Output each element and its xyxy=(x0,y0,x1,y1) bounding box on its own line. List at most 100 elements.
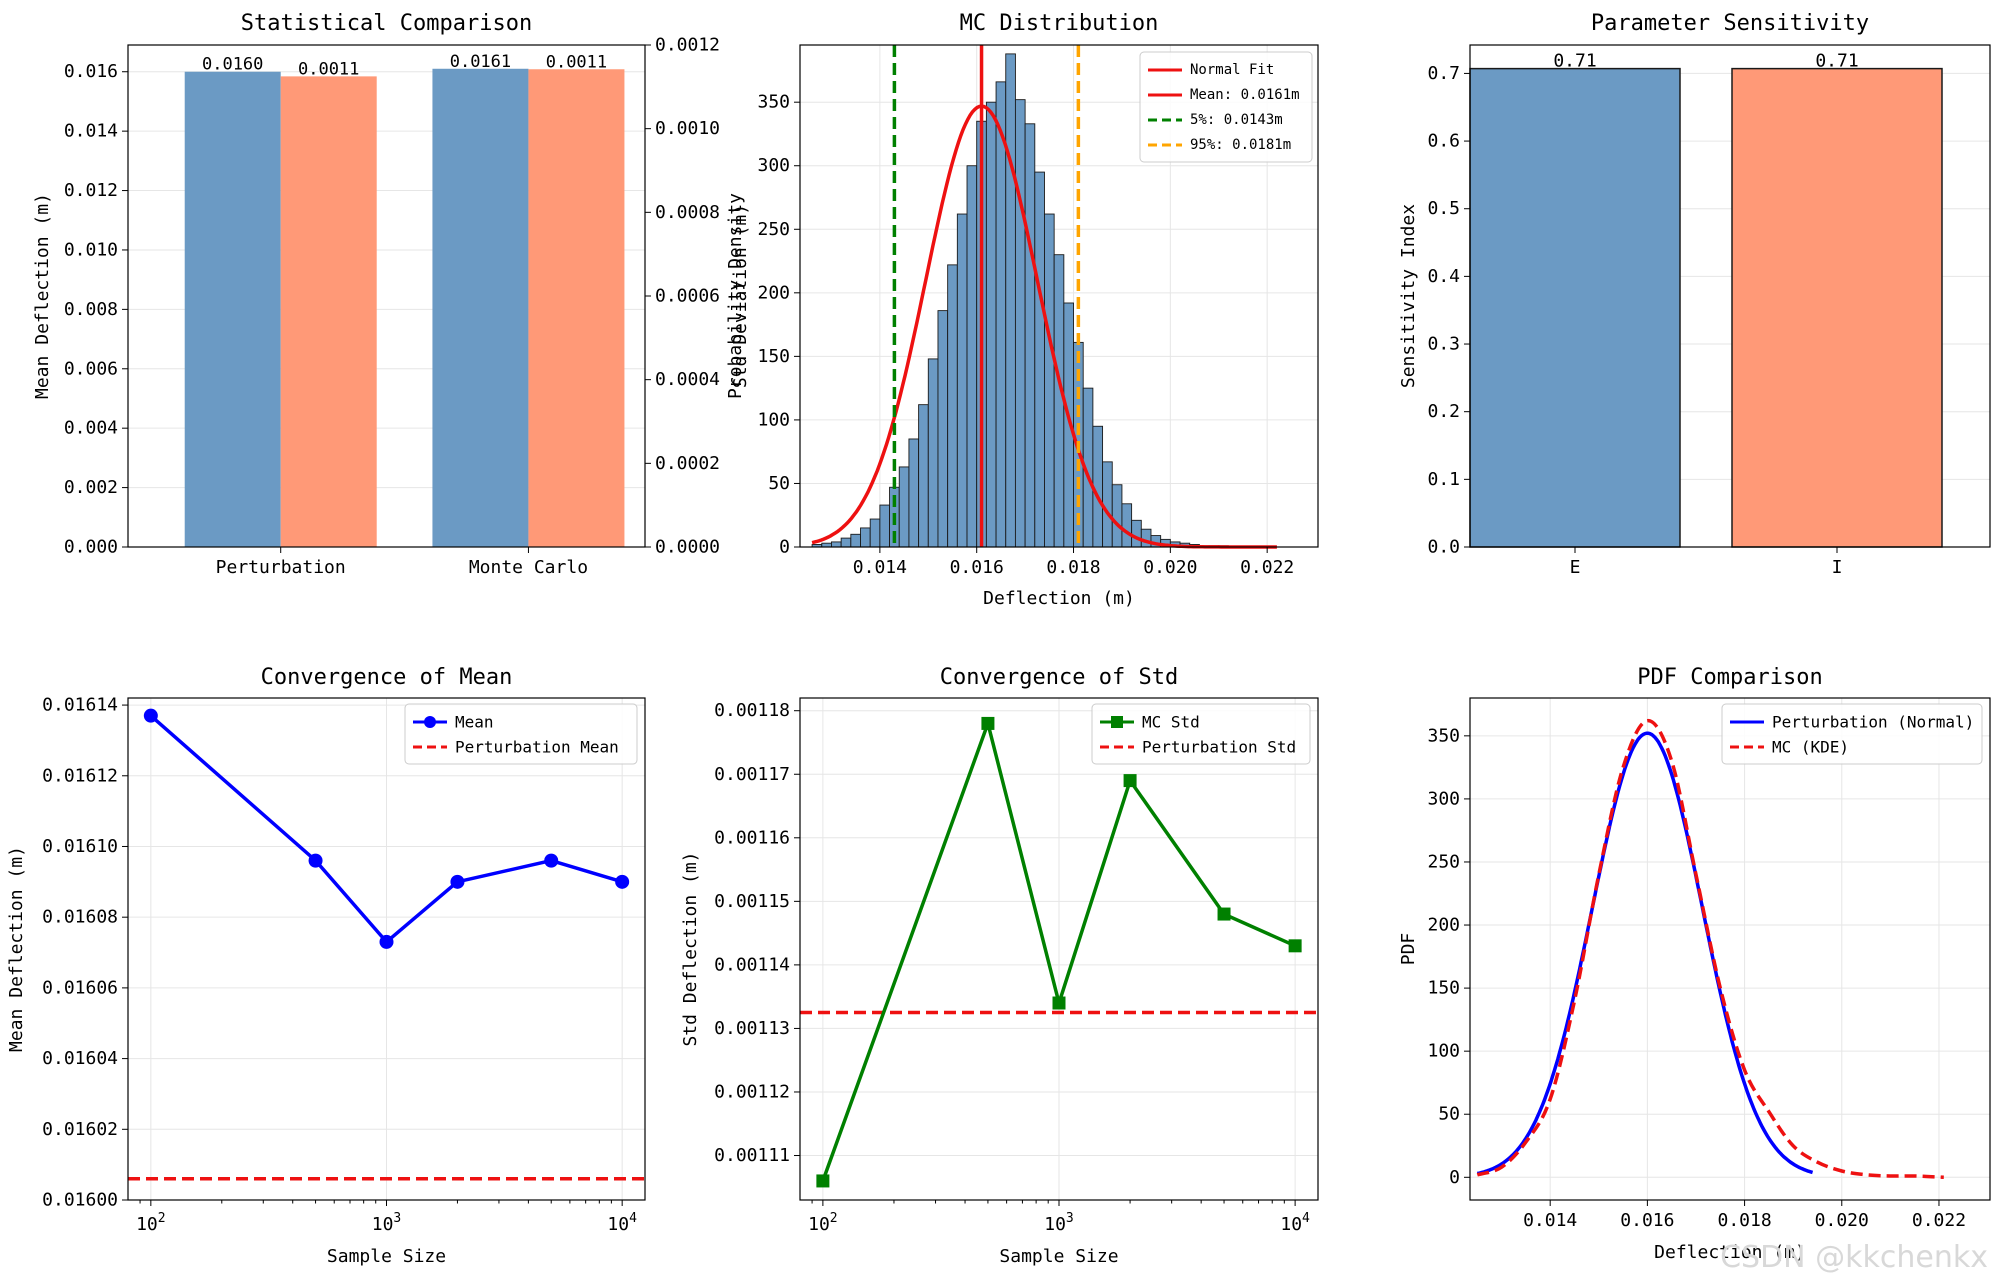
pdf-comparison-ytick-label: 100 xyxy=(1427,1041,1460,1062)
mc-distribution-hist-bar xyxy=(879,504,891,548)
stat-comparison-xtick-label: Perturbation xyxy=(216,557,346,578)
conv-std-legend-marker xyxy=(1111,716,1123,728)
conv-std-point xyxy=(1123,774,1137,788)
pdf-comparison-kde-line xyxy=(1476,718,1944,1180)
conv-mean-legend-label: Perturbation Mean xyxy=(455,738,619,757)
mc-distribution-ytick-label: 300 xyxy=(757,155,790,176)
param-sensitivity-ytick-label: 0.4 xyxy=(1427,266,1460,287)
pdf-comparison-ylabel: PDF xyxy=(1398,933,1419,966)
conv-std-legend-label: Perturbation Std xyxy=(1142,738,1296,757)
stat-comparison-xtick-label: Monte Carlo xyxy=(469,557,588,578)
mc-distribution-frame xyxy=(799,44,1319,548)
mc-distribution-hist-bar xyxy=(1014,99,1026,548)
mc-distribution-legend-label: 5%: 0.0143m xyxy=(1190,112,1283,128)
conv-std-point xyxy=(981,716,995,730)
mc-distribution-xtick-label: 0.022 xyxy=(1240,557,1294,578)
mc-distribution-xlabel: Deflection (m) xyxy=(983,588,1135,609)
mc-distribution-hist-bar xyxy=(985,101,997,548)
pdf-comparison-title: PDF Comparison xyxy=(1637,665,1822,690)
stat-comparison-ytick-label: 0.006 xyxy=(64,358,118,379)
mc-distribution-ytick-label: 0 xyxy=(779,537,790,558)
param-sensitivity-ytick-label: 0.6 xyxy=(1427,131,1460,152)
conv-mean-ytick-label: 0.01606 xyxy=(42,977,118,998)
mc-distribution-hist-bar xyxy=(927,358,939,548)
conv-std-xtick-label: 104 xyxy=(1280,1211,1310,1235)
stat-comparison-ytick2-label: 0.0012 xyxy=(655,35,720,56)
conv-mean-legend xyxy=(404,703,638,765)
conv-std-legend xyxy=(1091,703,1311,765)
pdf-comparison-ytick-label: 300 xyxy=(1427,788,1460,809)
conv-mean-point xyxy=(615,874,630,889)
conv-std-title: Convergence of Std xyxy=(940,665,1178,690)
mc-distribution-ytick-label: 150 xyxy=(757,346,790,367)
mc-distribution-legend-label: 95%: 0.0181m xyxy=(1190,137,1291,153)
param-sensitivity-xtick-label: E xyxy=(1570,557,1581,578)
stat-comparison-bar-mean xyxy=(184,71,281,547)
param-sensitivity-ytick-label: 0.3 xyxy=(1427,334,1460,355)
stat-comparison-ytick2-label: 0.0006 xyxy=(655,286,720,307)
conv-mean-ytick-label: 0.01612 xyxy=(42,765,118,786)
conv-mean-ytick-label: 0.01614 xyxy=(42,695,118,716)
conv-mean-point xyxy=(308,853,323,868)
conv-mean-point xyxy=(143,708,158,723)
mc-distribution-title: MC Distribution xyxy=(960,11,1159,36)
conv-std-ytick-label: 0.00114 xyxy=(714,954,790,975)
stat-comparison-ytick2-label: 0.0008 xyxy=(655,202,720,223)
conv-mean-xlabel: Sample Size xyxy=(327,1246,446,1267)
mc-distribution-ytick-label: 100 xyxy=(757,409,790,430)
conv-mean-ytick-label: 0.01600 xyxy=(42,1190,118,1211)
mc-distribution-hist-bar xyxy=(908,438,920,548)
conv-mean-ytick-label: 0.01608 xyxy=(42,907,118,928)
mc-distribution-hist-bar xyxy=(860,527,871,548)
stat-comparison-ytick-label: 0.012 xyxy=(64,180,118,201)
mc-distribution-hist-bar xyxy=(1121,503,1133,548)
mc-distribution-xtick-label: 0.020 xyxy=(1143,557,1197,578)
mc-distribution-hist-bar xyxy=(918,404,929,548)
param-sensitivity-bar-label: 0.71 xyxy=(1815,51,1858,72)
param-sensitivity-ytick-label: 0.5 xyxy=(1427,198,1460,219)
pdf-comparison-xtick-label: 0.016 xyxy=(1620,1210,1674,1231)
conv-mean-legend-label: Mean xyxy=(455,713,494,732)
mc-distribution-hist-bar xyxy=(1102,461,1113,548)
conv-std-series-line xyxy=(821,717,1296,1182)
stat-comparison-ytick2-label: 0.0000 xyxy=(655,537,720,558)
pdf-comparison-legend-label: MC (KDE) xyxy=(1772,738,1849,757)
stat-comparison-bar-std xyxy=(280,76,377,547)
pdf-comparison-xtick-label: 0.014 xyxy=(1523,1210,1577,1231)
conv-mean-ylabel: Mean Deflection (m) xyxy=(6,846,27,1052)
pdf-comparison-xtick-label: 0.022 xyxy=(1912,1210,1966,1231)
pdf-comparison-ytick-label: 150 xyxy=(1427,978,1460,999)
pdf-comparison-ytick-label: 350 xyxy=(1427,725,1460,746)
mc-distribution-hist-bar xyxy=(956,213,968,548)
conv-mean-xtick-label: 103 xyxy=(372,1211,402,1235)
mc-distribution-ytick-label: 350 xyxy=(757,92,790,113)
mc-distribution-ylabel: Probability Density xyxy=(725,193,746,399)
mc-distribution-ytick-label: 200 xyxy=(757,282,790,303)
param-sensitivity-ytick-label: 0.0 xyxy=(1427,537,1460,558)
conv-mean-ytick-label: 0.01604 xyxy=(42,1048,118,1069)
stat-comparison-ytick-label: 0.016 xyxy=(64,61,118,82)
mc-distribution-hist-bar xyxy=(1034,171,1045,548)
conv-std-ytick-label: 0.00115 xyxy=(714,891,790,912)
pdf-comparison-xtick-label: 0.020 xyxy=(1815,1210,1869,1231)
stat-comparison-ytick2-label: 0.0002 xyxy=(655,453,720,474)
param-sensitivity-title: Parameter Sensitivity xyxy=(1591,11,1869,36)
pdf-comparison-xlabel: Deflection (m) xyxy=(1654,1242,1806,1263)
conv-std-point xyxy=(816,1174,830,1188)
mc-distribution-xtick-label: 0.014 xyxy=(853,557,907,578)
stat-comparison-bar-mean xyxy=(432,68,529,548)
conv-mean-title: Convergence of Mean xyxy=(261,665,513,690)
pdf-comparison-xtick-label: 0.018 xyxy=(1717,1210,1771,1231)
pdf-comparison-legend-label: Perturbation (Normal) xyxy=(1772,713,1974,732)
conv-mean-point xyxy=(450,874,465,889)
param-sensitivity-ytick-label: 0.2 xyxy=(1427,401,1460,422)
pdf-comparison-ytick-label: 200 xyxy=(1427,915,1460,936)
mc-distribution-hist-bar xyxy=(831,541,842,548)
conv-std-xtick-label: 103 xyxy=(1044,1211,1074,1235)
stat-comparison-bar-label: 0.0011 xyxy=(298,59,359,79)
watermark: CSDN @kkchenkx xyxy=(1720,1240,1988,1275)
param-sensitivity-frame xyxy=(1469,44,1991,548)
stat-comparison-bar-label: 0.0160 xyxy=(202,55,263,75)
conv-std-ytick-label: 0.00113 xyxy=(714,1018,790,1039)
conv-std-point xyxy=(1217,907,1231,921)
